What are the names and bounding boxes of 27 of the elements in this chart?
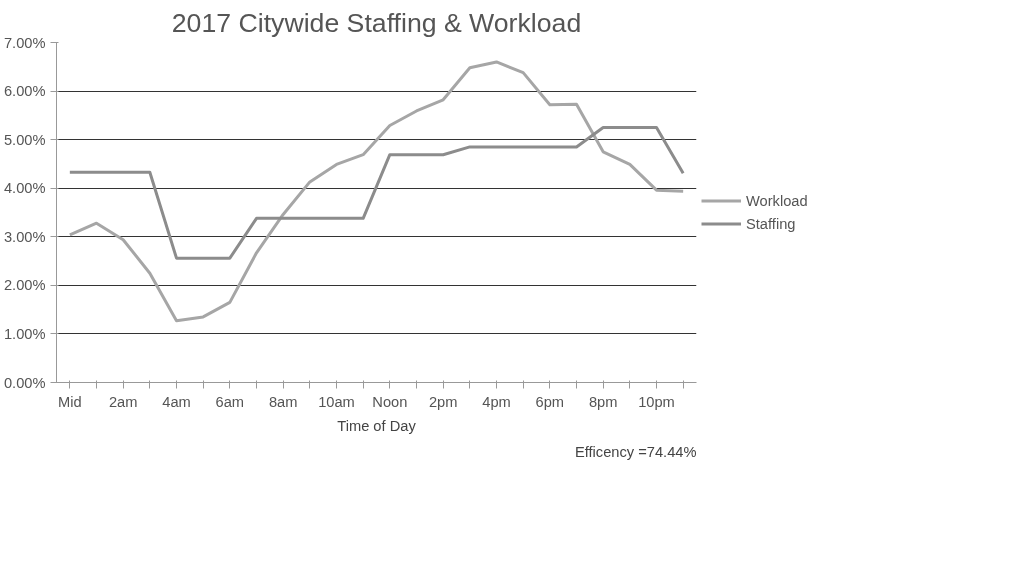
legend-label: Staffing (746, 215, 796, 232)
x-tick-label: 6pm (535, 393, 565, 410)
x-tick-label: 10pm (638, 393, 675, 410)
text: Efficency =74.44% (574, 443, 697, 460)
y-tick-label: 5.00% (3, 131, 46, 148)
y-tick-label: 1.00% (3, 325, 46, 342)
x-tick-label: 4am (162, 393, 191, 410)
x-tick-label: 8pm (588, 393, 618, 410)
x-tick-label: 2am (108, 393, 138, 410)
chart-title: 2017 Citywide Staffing & Workload (171, 7, 582, 38)
line-series (68, 126, 685, 260)
y-tick-label: 2.00% (3, 277, 46, 294)
x-axis-title: Time of Day (337, 417, 417, 434)
x-tick-label: Noon (372, 393, 408, 410)
y-tick-label: 6.00% (3, 83, 46, 100)
y-tick-label: 7.00% (3, 34, 46, 51)
line-series (68, 60, 685, 323)
x-tick-label: 10am (318, 393, 355, 410)
x-tick-label: Mid (58, 393, 82, 410)
y-tick-label: 4.00% (3, 180, 46, 197)
x-tick-label: 8am (268, 393, 298, 410)
x-tick-label: 2pm (428, 393, 458, 410)
y-tick-label: 0.00% (3, 374, 46, 391)
x-tick-label: 6am (215, 393, 245, 410)
y-tick-label: 3.00% (3, 228, 46, 245)
x-tick-label: 4pm (482, 393, 511, 410)
legend-label: Workload (746, 192, 808, 209)
